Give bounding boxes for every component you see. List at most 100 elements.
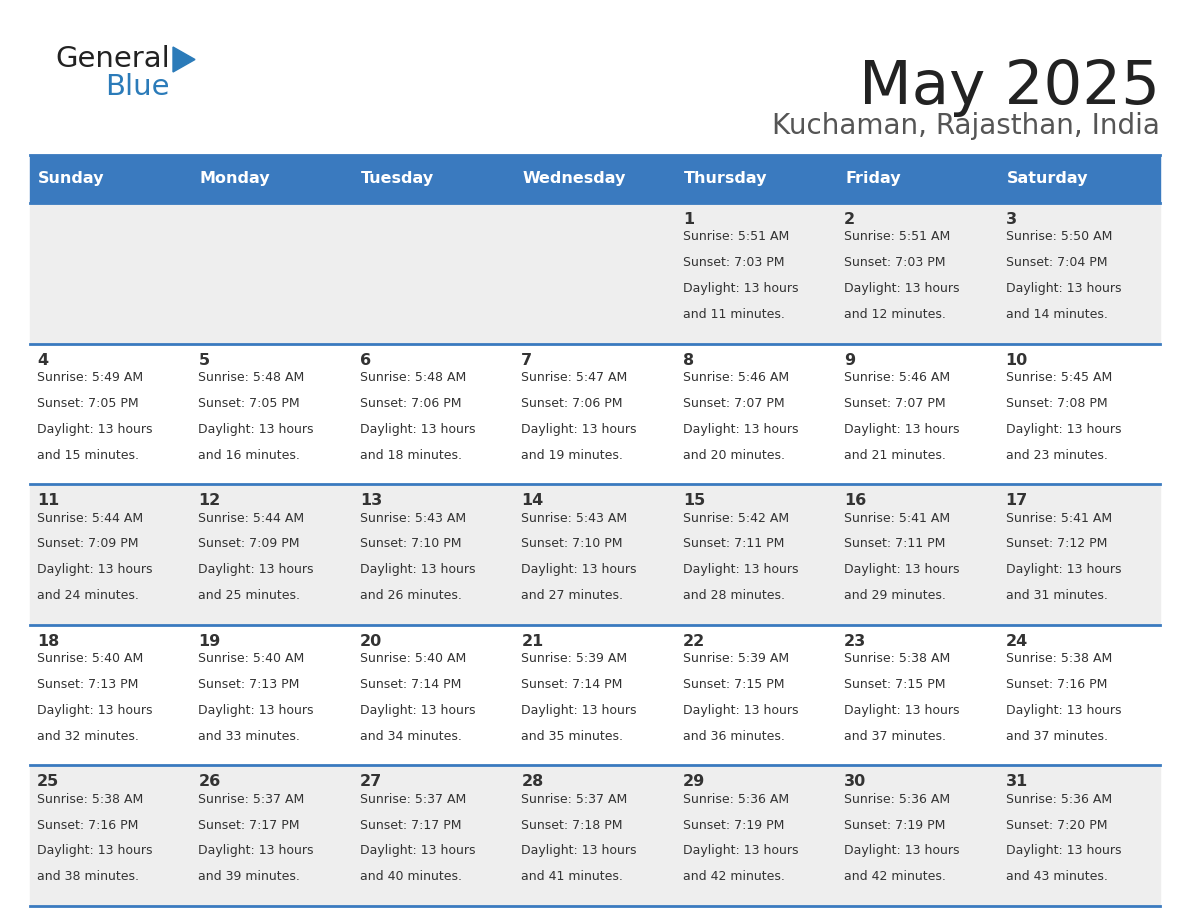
- Text: Sunrise: 5:47 AM: Sunrise: 5:47 AM: [522, 371, 627, 384]
- Text: and 31 minutes.: and 31 minutes.: [1005, 589, 1107, 602]
- Text: 9: 9: [845, 353, 855, 367]
- Text: Sunset: 7:10 PM: Sunset: 7:10 PM: [360, 537, 461, 551]
- Text: Sunrise: 5:43 AM: Sunrise: 5:43 AM: [522, 511, 627, 524]
- Text: Sunset: 7:16 PM: Sunset: 7:16 PM: [1005, 678, 1107, 691]
- Text: Sunrise: 5:38 AM: Sunrise: 5:38 AM: [1005, 652, 1112, 666]
- Bar: [999, 203, 1159, 343]
- Text: 2: 2: [845, 212, 855, 227]
- Text: and 32 minutes.: and 32 minutes.: [37, 730, 139, 743]
- Text: Sunrise: 5:51 AM: Sunrise: 5:51 AM: [683, 230, 789, 243]
- Text: Sunset: 7:11 PM: Sunset: 7:11 PM: [845, 537, 946, 551]
- Text: 24: 24: [1005, 633, 1028, 649]
- Text: Daylight: 13 hours: Daylight: 13 hours: [845, 282, 960, 295]
- Text: and 42 minutes.: and 42 minutes.: [683, 870, 784, 883]
- Bar: [999, 625, 1159, 766]
- Text: Sunset: 7:07 PM: Sunset: 7:07 PM: [845, 397, 946, 409]
- Text: Sunrise: 5:37 AM: Sunrise: 5:37 AM: [360, 793, 466, 806]
- Bar: [191, 625, 353, 766]
- Text: Sunrise: 5:36 AM: Sunrise: 5:36 AM: [1005, 793, 1112, 806]
- Text: Sunset: 7:13 PM: Sunset: 7:13 PM: [37, 678, 138, 691]
- Text: General: General: [55, 45, 170, 73]
- Text: Daylight: 13 hours: Daylight: 13 hours: [360, 704, 475, 717]
- Text: Daylight: 13 hours: Daylight: 13 hours: [360, 422, 475, 436]
- Bar: [353, 155, 514, 203]
- Text: Daylight: 13 hours: Daylight: 13 hours: [845, 564, 960, 577]
- Polygon shape: [173, 47, 195, 72]
- Text: Sunset: 7:03 PM: Sunset: 7:03 PM: [683, 256, 784, 269]
- Text: 5: 5: [198, 353, 209, 367]
- Text: Daylight: 13 hours: Daylight: 13 hours: [522, 564, 637, 577]
- Text: and 25 minutes.: and 25 minutes.: [198, 589, 301, 602]
- Text: Sunset: 7:06 PM: Sunset: 7:06 PM: [360, 397, 461, 409]
- Text: Daylight: 13 hours: Daylight: 13 hours: [198, 845, 314, 857]
- Text: 6: 6: [360, 353, 371, 367]
- Text: Thursday: Thursday: [684, 172, 767, 186]
- Text: Sunset: 7:03 PM: Sunset: 7:03 PM: [845, 256, 946, 269]
- Bar: [676, 343, 838, 484]
- Bar: [30, 625, 191, 766]
- Bar: [999, 766, 1159, 906]
- Text: Daylight: 13 hours: Daylight: 13 hours: [198, 422, 314, 436]
- Text: Sunrise: 5:51 AM: Sunrise: 5:51 AM: [845, 230, 950, 243]
- Text: 4: 4: [37, 353, 49, 367]
- Text: Wednesday: Wednesday: [523, 172, 626, 186]
- Text: and 35 minutes.: and 35 minutes.: [522, 730, 624, 743]
- Text: and 28 minutes.: and 28 minutes.: [683, 589, 785, 602]
- Bar: [353, 625, 514, 766]
- Text: and 12 minutes.: and 12 minutes.: [845, 308, 946, 321]
- Bar: [676, 203, 838, 343]
- Text: Sunset: 7:15 PM: Sunset: 7:15 PM: [845, 678, 946, 691]
- Bar: [353, 343, 514, 484]
- Text: Daylight: 13 hours: Daylight: 13 hours: [522, 422, 637, 436]
- Text: and 42 minutes.: and 42 minutes.: [845, 870, 946, 883]
- Text: 10: 10: [1005, 353, 1028, 367]
- Bar: [999, 343, 1159, 484]
- Text: Daylight: 13 hours: Daylight: 13 hours: [683, 704, 798, 717]
- Text: 11: 11: [37, 493, 59, 509]
- Text: Kuchaman, Rajasthan, India: Kuchaman, Rajasthan, India: [772, 112, 1159, 140]
- Text: Sunrise: 5:46 AM: Sunrise: 5:46 AM: [683, 371, 789, 384]
- Text: 3: 3: [1005, 212, 1017, 227]
- Text: 23: 23: [845, 633, 866, 649]
- Bar: [191, 766, 353, 906]
- Text: Sunrise: 5:44 AM: Sunrise: 5:44 AM: [198, 511, 304, 524]
- Text: and 11 minutes.: and 11 minutes.: [683, 308, 784, 321]
- Text: and 37 minutes.: and 37 minutes.: [1005, 730, 1107, 743]
- Bar: [838, 625, 999, 766]
- Text: and 14 minutes.: and 14 minutes.: [1005, 308, 1107, 321]
- Bar: [676, 155, 838, 203]
- Text: Tuesday: Tuesday: [361, 172, 434, 186]
- Text: 31: 31: [1005, 775, 1028, 789]
- Text: Sunset: 7:05 PM: Sunset: 7:05 PM: [198, 397, 301, 409]
- Bar: [676, 484, 838, 625]
- Text: Daylight: 13 hours: Daylight: 13 hours: [37, 422, 152, 436]
- Text: Sunset: 7:04 PM: Sunset: 7:04 PM: [1005, 256, 1107, 269]
- Text: Sunrise: 5:44 AM: Sunrise: 5:44 AM: [37, 511, 143, 524]
- Text: Sunrise: 5:43 AM: Sunrise: 5:43 AM: [360, 511, 466, 524]
- Text: Sunset: 7:17 PM: Sunset: 7:17 PM: [198, 819, 299, 832]
- Text: Sunset: 7:05 PM: Sunset: 7:05 PM: [37, 397, 139, 409]
- Text: Daylight: 13 hours: Daylight: 13 hours: [845, 422, 960, 436]
- Bar: [191, 484, 353, 625]
- Text: Sunset: 7:09 PM: Sunset: 7:09 PM: [198, 537, 299, 551]
- Bar: [30, 343, 191, 484]
- Text: 27: 27: [360, 775, 383, 789]
- Text: and 38 minutes.: and 38 minutes.: [37, 870, 139, 883]
- Text: 25: 25: [37, 775, 59, 789]
- Text: Sunset: 7:20 PM: Sunset: 7:20 PM: [1005, 819, 1107, 832]
- Bar: [676, 766, 838, 906]
- Text: 16: 16: [845, 493, 866, 509]
- Text: Daylight: 13 hours: Daylight: 13 hours: [683, 282, 798, 295]
- Text: Sunrise: 5:36 AM: Sunrise: 5:36 AM: [683, 793, 789, 806]
- Text: and 19 minutes.: and 19 minutes.: [522, 449, 624, 462]
- Text: Daylight: 13 hours: Daylight: 13 hours: [683, 422, 798, 436]
- Bar: [191, 155, 353, 203]
- Bar: [514, 343, 676, 484]
- Text: 19: 19: [198, 633, 221, 649]
- Text: Daylight: 13 hours: Daylight: 13 hours: [845, 845, 960, 857]
- Bar: [30, 203, 191, 343]
- Text: 28: 28: [522, 775, 544, 789]
- Text: Daylight: 13 hours: Daylight: 13 hours: [37, 704, 152, 717]
- Text: 8: 8: [683, 353, 694, 367]
- Text: Sunset: 7:07 PM: Sunset: 7:07 PM: [683, 397, 784, 409]
